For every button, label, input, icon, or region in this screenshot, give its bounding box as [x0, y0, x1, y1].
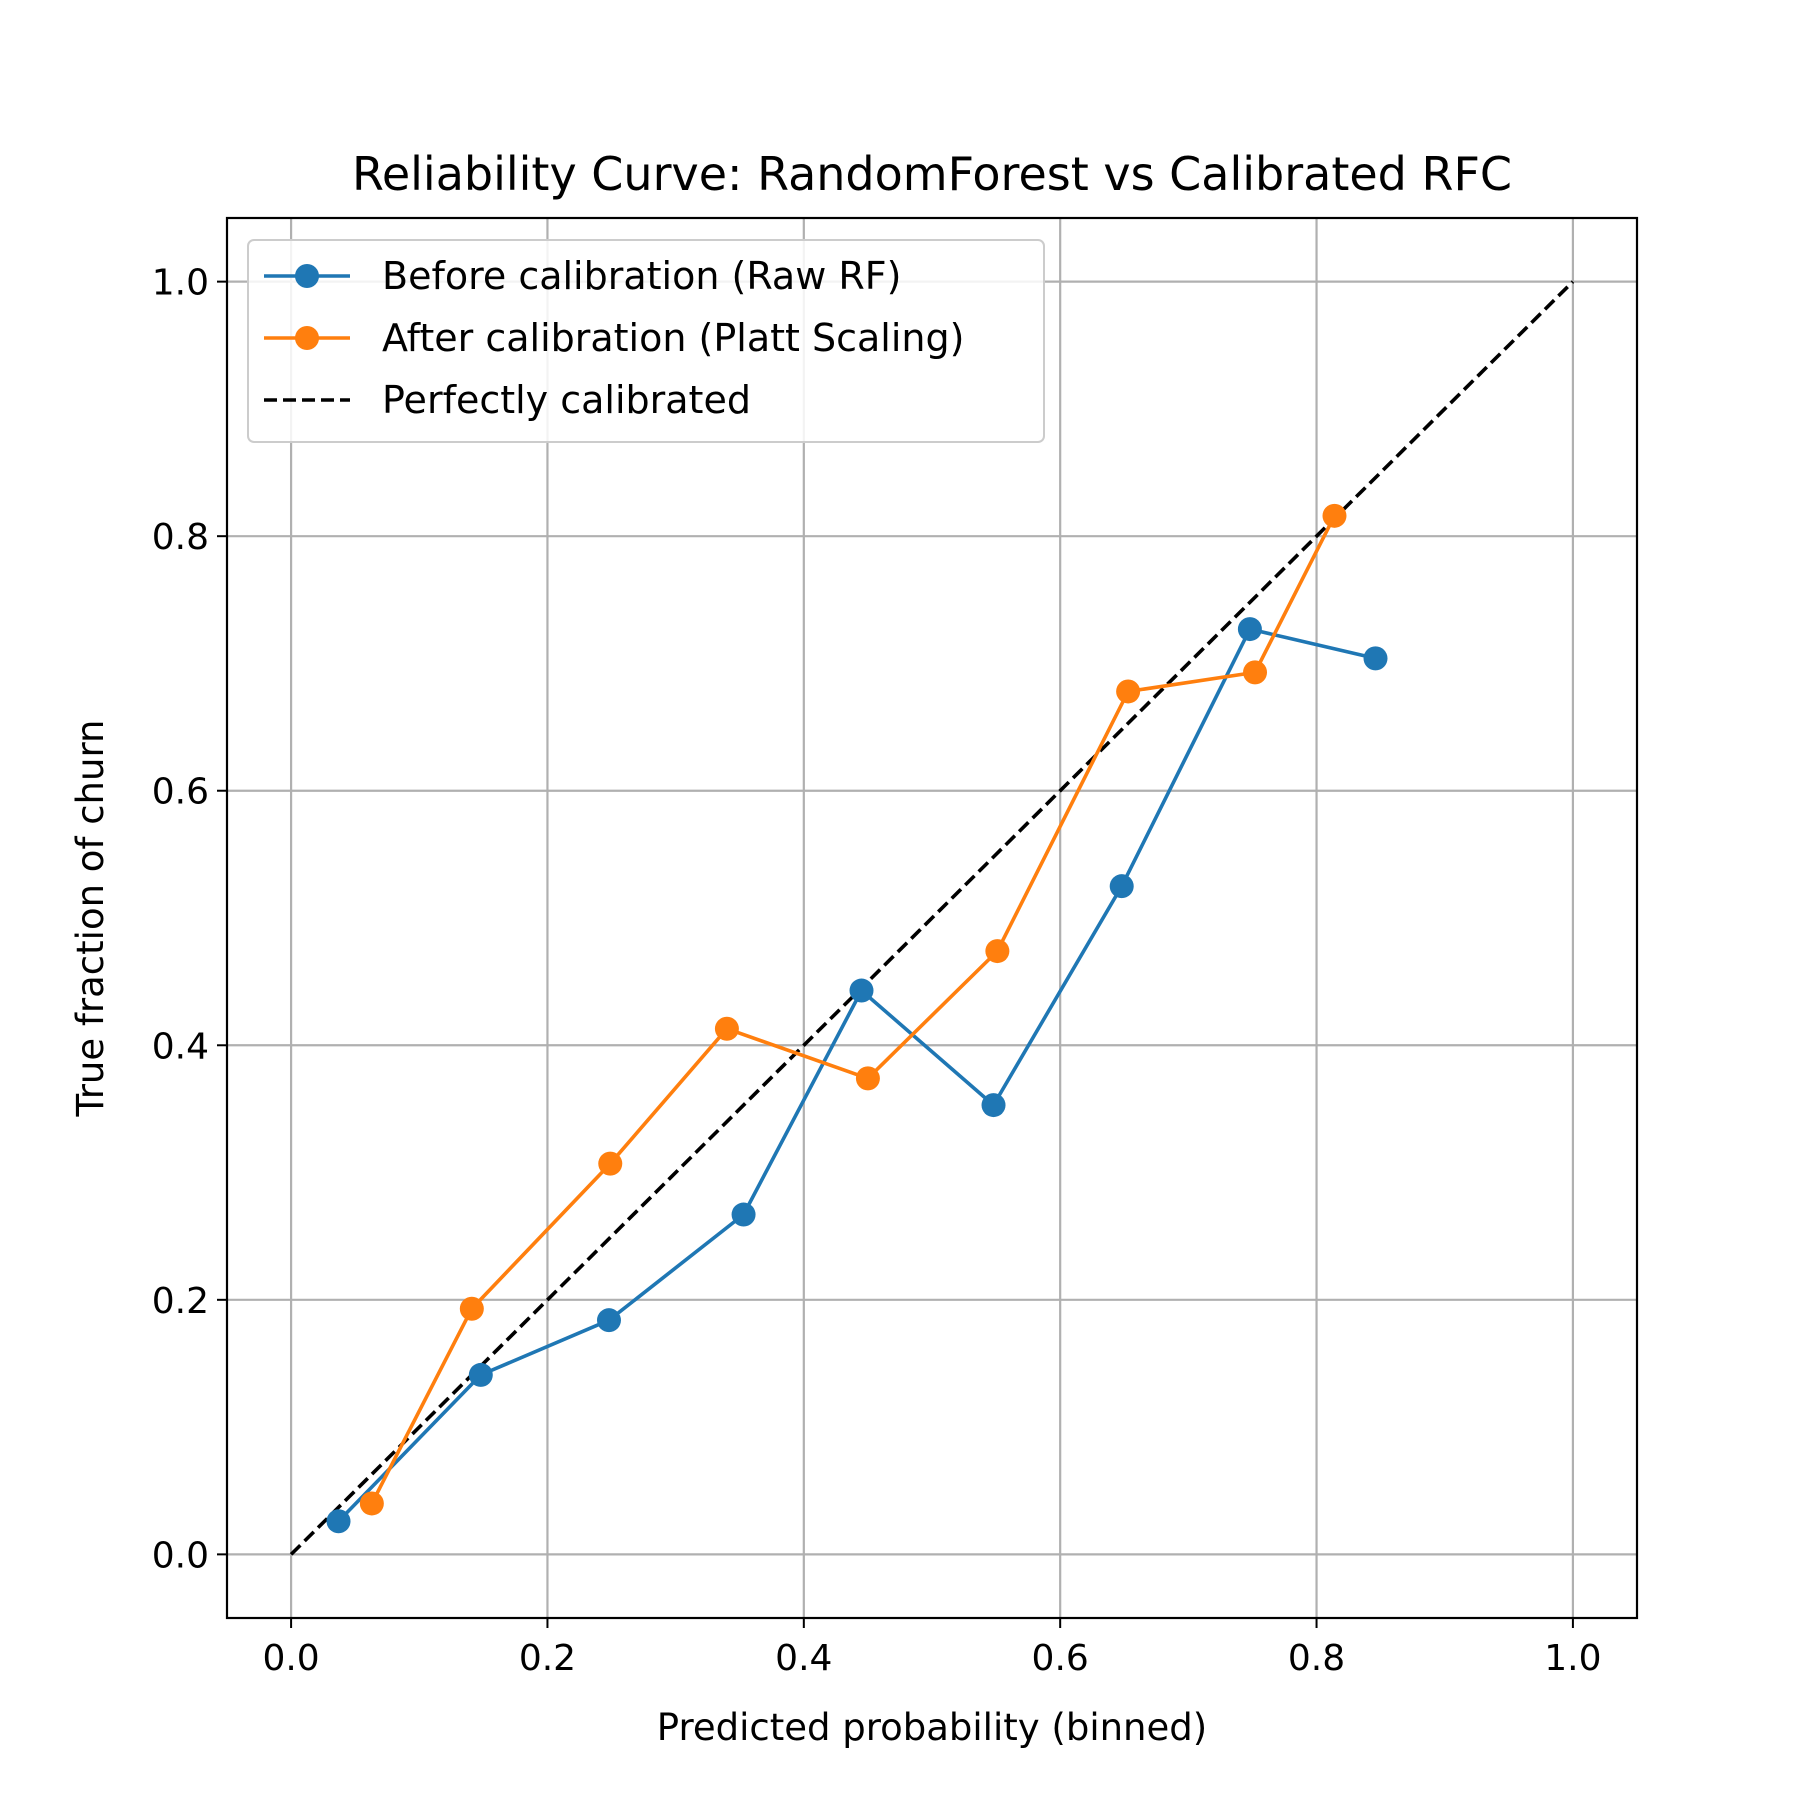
legend-swatch-marker — [295, 326, 319, 350]
series-layer — [326, 503, 1388, 1534]
data-point — [1363, 646, 1388, 671]
data-point — [731, 1202, 756, 1227]
x-tick-label: 0.6 — [1032, 1638, 1089, 1679]
data-point — [714, 1016, 739, 1041]
legend-label: After calibration (Platt Scaling) — [382, 316, 964, 360]
data-point — [598, 1151, 623, 1176]
legend-box — [247, 239, 1045, 443]
x-tick-label: 0.8 — [1288, 1638, 1345, 1679]
series-group-1 — [359, 503, 1347, 1516]
x-axis-ticks: 0.0 0.2 0.4 0.6 0.8 1.0 — [262, 1618, 1602, 1679]
data-point — [1116, 679, 1141, 704]
series-line-perfect — [289, 280, 1575, 1556]
x-tick-label: 0.0 — [262, 1638, 319, 1679]
data-point — [1237, 617, 1262, 642]
y-tick-label: 0.4 — [152, 1026, 209, 1067]
y-tick-label: 0.8 — [152, 517, 209, 558]
y-axis-ticks: 0.0 0.2 0.4 0.6 0.8 1.0 — [152, 263, 227, 1576]
data-point — [855, 1066, 880, 1091]
y-tick-label: 0.6 — [152, 772, 209, 813]
data-point — [326, 1509, 351, 1534]
x-axis-label: Predicted probability (binned) — [657, 1706, 1207, 1749]
plot-frame — [225, 216, 1639, 1620]
x-tick-label: 1.0 — [1544, 1638, 1601, 1679]
data-point — [849, 978, 874, 1003]
data-point — [981, 1093, 1006, 1118]
data-point — [1243, 660, 1268, 685]
legend-label: Before calibration (Raw RF) — [382, 254, 901, 298]
series-group-0 — [326, 617, 1388, 1534]
y-axis-label: True fraction of churn — [69, 720, 112, 1118]
y-tick-label: 0.0 — [152, 1535, 209, 1576]
data-point — [459, 1296, 484, 1321]
x-tick-label: 0.2 — [519, 1638, 576, 1679]
legend-swatch-marker — [295, 264, 319, 288]
data-point — [1322, 503, 1347, 528]
legend: Before calibration (Raw RF) After calibra… — [247, 239, 1045, 443]
data-point — [359, 1491, 384, 1516]
y-tick-label: 1.0 — [152, 263, 209, 304]
perfect-calibration-line — [289, 280, 1575, 1556]
chart-title: Reliability Curve: RandomForest vs Calib… — [352, 147, 1512, 201]
data-point — [985, 939, 1010, 964]
y-tick-label: 0.2 — [152, 1281, 209, 1322]
data-point — [468, 1362, 493, 1387]
legend-label: Perfectly calibrated — [382, 378, 751, 422]
x-tick-label: 0.4 — [775, 1638, 832, 1679]
data-point — [1109, 874, 1134, 899]
data-point — [596, 1308, 621, 1333]
